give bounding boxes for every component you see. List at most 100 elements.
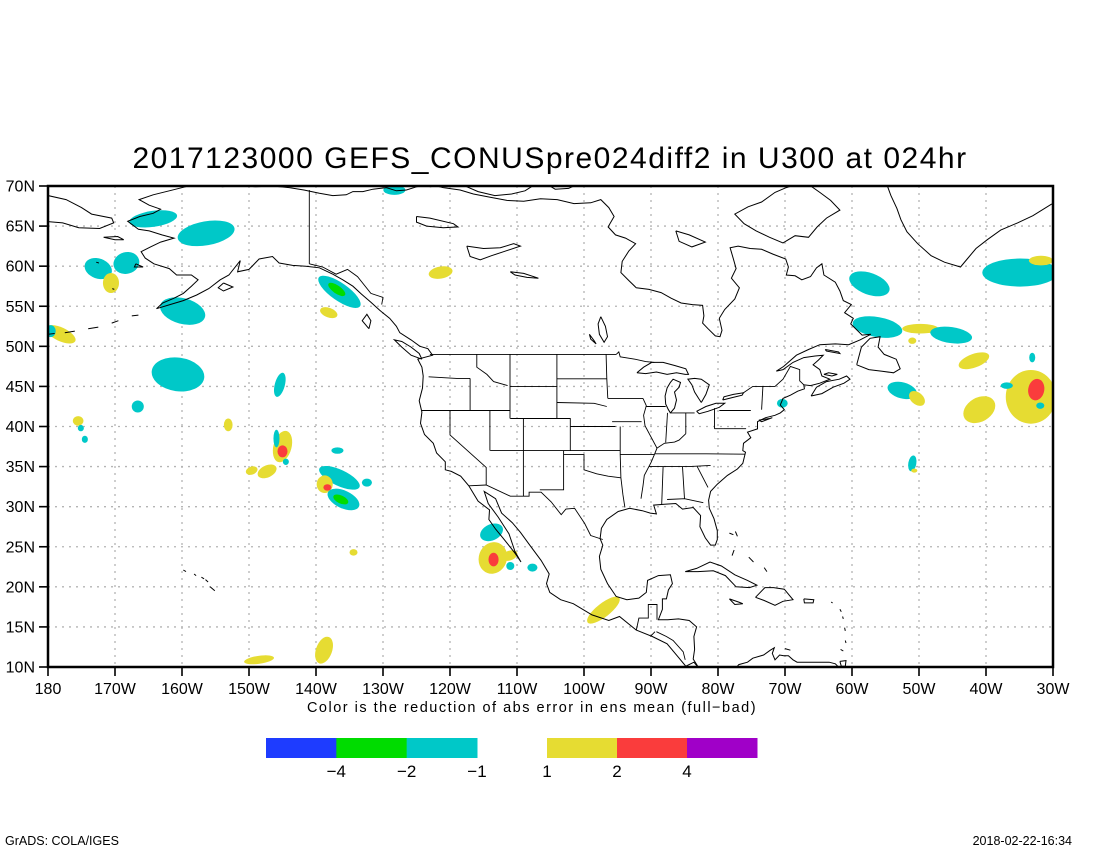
coastline-path [844, 640, 847, 644]
y-tick-label: 35N [6, 459, 35, 476]
coastline-path [734, 531, 738, 537]
coastline-path [840, 648, 844, 652]
coastline-path [64, 330, 75, 334]
shaded-region-band-1 [223, 418, 233, 432]
y-tick-label: 25N [6, 539, 35, 556]
shaded-region-band-2 [323, 484, 332, 491]
coastline-path [823, 372, 838, 377]
x-tick-label: 90W [635, 681, 669, 698]
colorbar-positive-tick-label: 1 [542, 762, 551, 781]
x-tick-label: 120W [429, 681, 472, 698]
shaded-region-band--1 [319, 465, 360, 490]
shaded-region-band--1 [81, 435, 88, 443]
shaded-region-band--1 [282, 458, 289, 465]
x-tick-label: 70W [769, 681, 803, 698]
x-tick-label: 150W [228, 681, 271, 698]
shaded-region-band--1 [131, 400, 144, 413]
coastline-path [463, 186, 534, 197]
y-tick-label: 65N [6, 219, 35, 236]
basemap-coastlines-borders [48, 186, 1053, 667]
y-tick-label: 70N [6, 179, 35, 196]
political-border-path [605, 354, 609, 399]
lake-outline-path [636, 361, 690, 375]
coastline-path [193, 573, 197, 576]
colorbar-negative-segment [336, 738, 408, 758]
lake-outline-path [687, 377, 710, 403]
shaded-region-band--1 [982, 258, 1053, 287]
political-border-path [682, 466, 685, 499]
plot-title: 2017123000 GEFS_CONUSpre024diff2 in U300… [132, 142, 967, 175]
political-border-path [468, 484, 603, 540]
x-tick-label: 40W [970, 681, 1004, 698]
shaded-region-band--1 [852, 316, 903, 338]
coastline-path [131, 314, 139, 317]
x-tick-label: 110W [497, 681, 539, 698]
x-tick-label: 130W [362, 681, 405, 698]
shaded-region-band--1 [527, 563, 538, 572]
political-border-path [620, 477, 626, 508]
footer-grads-credit: GrADS: COLA/IGES [5, 834, 119, 848]
shaded-region-band-1 [958, 352, 990, 370]
shaded-region-band-1 [428, 266, 453, 279]
lake-outline-path [466, 243, 522, 261]
coastline-path [736, 646, 840, 667]
colorbar-positive-tick-label: 4 [682, 762, 691, 781]
y-tick-label: 50N [6, 339, 35, 356]
coastline-path [96, 261, 100, 264]
political-border-path [449, 410, 487, 485]
political-border-path [615, 351, 655, 363]
coastline-path [748, 556, 754, 563]
shaded-region-band-1 [501, 550, 518, 561]
color-legend: −4 −2 −1 1 2 4 [266, 738, 758, 781]
coastline-path [763, 567, 768, 572]
coastline-path [839, 660, 847, 667]
x-tick-label: 140W [295, 681, 338, 698]
lake-outline-path [588, 334, 597, 345]
shaded-region-band-2 [488, 552, 499, 567]
coastline-path [824, 349, 842, 355]
x-tick-label: 170W [94, 681, 137, 698]
y-tick-label: 10N [6, 660, 35, 677]
shaded-region-band--1 [331, 447, 344, 454]
shaded-region-band--1 [273, 429, 280, 448]
footer-timestamp: 2018-02-22-16:34 [973, 834, 1072, 848]
lake-outline-path [696, 402, 727, 415]
shaded-region-band-2 [277, 445, 288, 458]
colorbar-negative-tick-label: −1 [467, 762, 486, 781]
shaded-region-band--1 [1036, 402, 1045, 409]
coastline-path [183, 569, 187, 573]
colorbar-positive-tick-label: 2 [612, 762, 621, 781]
x-axis: 180 170W 160W 150W 140W 130W 120W 110W 100W 90W 80… [35, 667, 1070, 698]
lake-outline-path [722, 392, 745, 401]
coastline-path [217, 282, 235, 292]
political-border-path [563, 454, 621, 479]
coastline-path [361, 313, 372, 330]
coastline-path [842, 616, 844, 620]
shaded-region-band--1 [930, 326, 973, 344]
coastline-path [758, 417, 773, 423]
political-border-path [761, 386, 764, 410]
coastline-path [844, 627, 846, 632]
coastline-path [733, 186, 841, 244]
shaded-region-band--1 [177, 220, 235, 247]
shaded-region-band-1 [72, 416, 84, 426]
political-border-path [696, 466, 709, 488]
political-border-path [649, 631, 656, 637]
coastline-path [205, 579, 209, 583]
shaded-region-band--1 [480, 523, 503, 542]
shaded-region-band--1 [273, 372, 286, 397]
coastline-path [685, 561, 759, 589]
x-tick-label: 180 [35, 681, 62, 698]
shaded-region-band-1 [315, 636, 333, 664]
lake-outline-path [510, 271, 539, 279]
shaded-region-band--1 [113, 251, 140, 274]
colorbar-caption: Color is the reduction of abs error in e… [307, 700, 757, 716]
shaded-region-band-1 [244, 655, 274, 665]
x-tick-label: 100W [563, 681, 606, 698]
shaded-region-band-1 [963, 396, 996, 424]
coastline-path [784, 648, 791, 651]
shaded-region-band--1 [1000, 382, 1013, 389]
coastline-path [88, 326, 99, 330]
coastline-path [856, 336, 901, 374]
political-border-path [656, 433, 687, 449]
